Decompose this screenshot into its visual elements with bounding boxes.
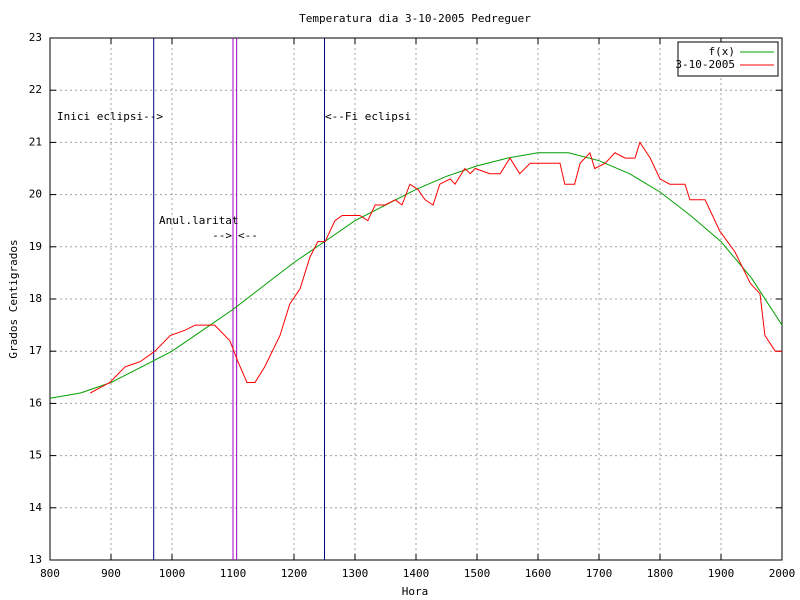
chart-title: Temperatura dia 3-10-2005 Pedreguer	[299, 12, 531, 25]
legend-label: 3-10-2005	[675, 58, 735, 71]
legend-label: f(x)	[709, 45, 736, 58]
x-tick-label: 800	[40, 567, 60, 580]
x-tick-label: 2000	[769, 567, 796, 580]
y-axis-label: Grados Centigrados	[7, 239, 20, 358]
annotation: <--	[238, 229, 258, 242]
y-tick-label: 14	[29, 501, 43, 514]
y-tick-label: 21	[29, 135, 42, 148]
x-tick-label: 1900	[708, 567, 735, 580]
x-tick-label: 900	[101, 567, 121, 580]
x-axis-label: Hora	[402, 585, 429, 598]
x-tick-label: 1300	[342, 567, 369, 580]
x-tick-label: 1200	[281, 567, 308, 580]
x-tick-label: 1100	[220, 567, 247, 580]
x-tick-label: 1000	[159, 567, 186, 580]
y-tick-label: 16	[29, 396, 42, 409]
x-tick-label: 1600	[525, 567, 552, 580]
x-tick-label: 1800	[647, 567, 674, 580]
plot-border	[49, 37, 783, 561]
y-tick-label: 13	[29, 553, 42, 566]
y-tick-label: 18	[29, 292, 42, 305]
series-line	[90, 141, 782, 394]
y-tick-label: 15	[29, 449, 42, 462]
series-line	[49, 152, 783, 399]
annotation: -->	[212, 229, 232, 242]
annotation: Anul.laritat	[159, 214, 238, 227]
annotation: <--Fi eclipsi	[325, 110, 411, 123]
y-tick-label: 23	[29, 31, 42, 44]
y-tick-label: 22	[29, 83, 42, 96]
annotation: Inici eclipsi-->	[57, 110, 163, 123]
x-tick-label: 1400	[403, 567, 430, 580]
legend-box	[677, 41, 779, 77]
x-tick-label: 1500	[464, 567, 491, 580]
y-tick-label: 17	[29, 344, 42, 357]
x-tick-label: 1700	[586, 567, 613, 580]
y-tick-label: 20	[29, 188, 42, 201]
y-tick-label: 19	[29, 240, 42, 253]
